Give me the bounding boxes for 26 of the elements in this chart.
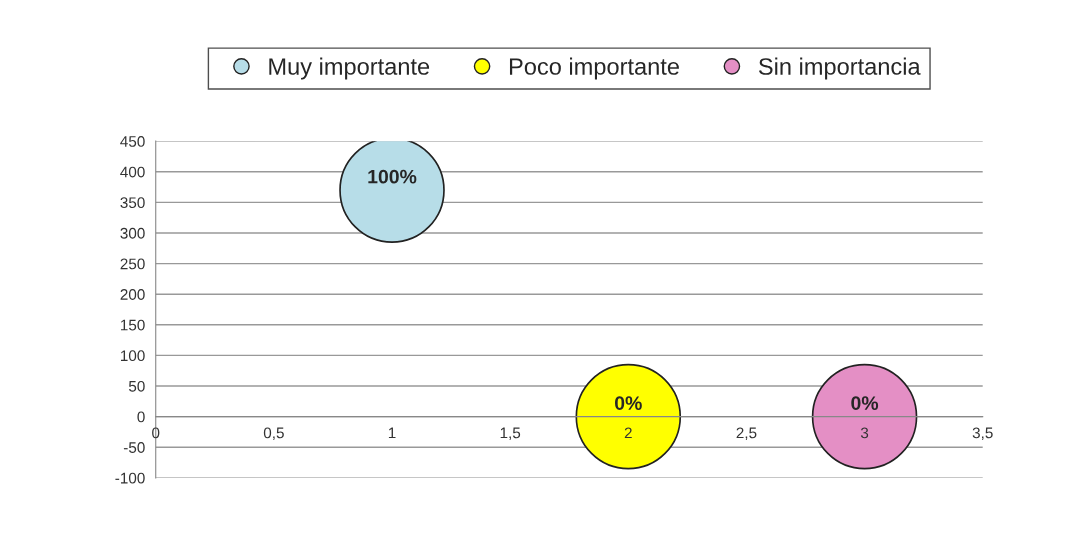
legend-label: Sin importancia — [758, 57, 921, 80]
y-tick-label: -50 — [123, 442, 145, 453]
x-tick-label: 2 — [624, 427, 632, 439]
y-tick-label: 400 — [120, 166, 145, 178]
y-tick-label: 0 — [137, 411, 145, 423]
x-tick-label: 3 — [860, 427, 869, 439]
legend-label: Muy importante — [269, 57, 430, 80]
x-tick-label: 2,5 — [736, 427, 757, 441]
y-tick-label: 350 — [120, 197, 145, 209]
x-tick-label: 0 — [152, 427, 160, 439]
y-tick-label: 450 — [120, 136, 145, 147]
data-label: 0% — [615, 396, 642, 411]
y-tick-label: -100 — [115, 472, 145, 484]
y-tick-label: 50 — [128, 380, 145, 392]
y-tick-label: 100 — [120, 350, 145, 362]
x-tick-label: 1 — [388, 427, 396, 439]
legend-label: Poco importante — [509, 57, 679, 80]
x-tick-label: 1,5 — [500, 427, 521, 441]
y-tick-label: 300 — [120, 227, 145, 239]
data-label: 100% — [368, 169, 417, 184]
y-tick-label: 150 — [120, 319, 145, 331]
y-tick-label: 250 — [120, 258, 145, 270]
y-tick-label: 200 — [120, 289, 145, 300]
data-label: 0% — [851, 396, 879, 411]
x-tick-label: 3,5 — [972, 427, 993, 441]
x-tick-label: 0,5 — [263, 427, 284, 441]
